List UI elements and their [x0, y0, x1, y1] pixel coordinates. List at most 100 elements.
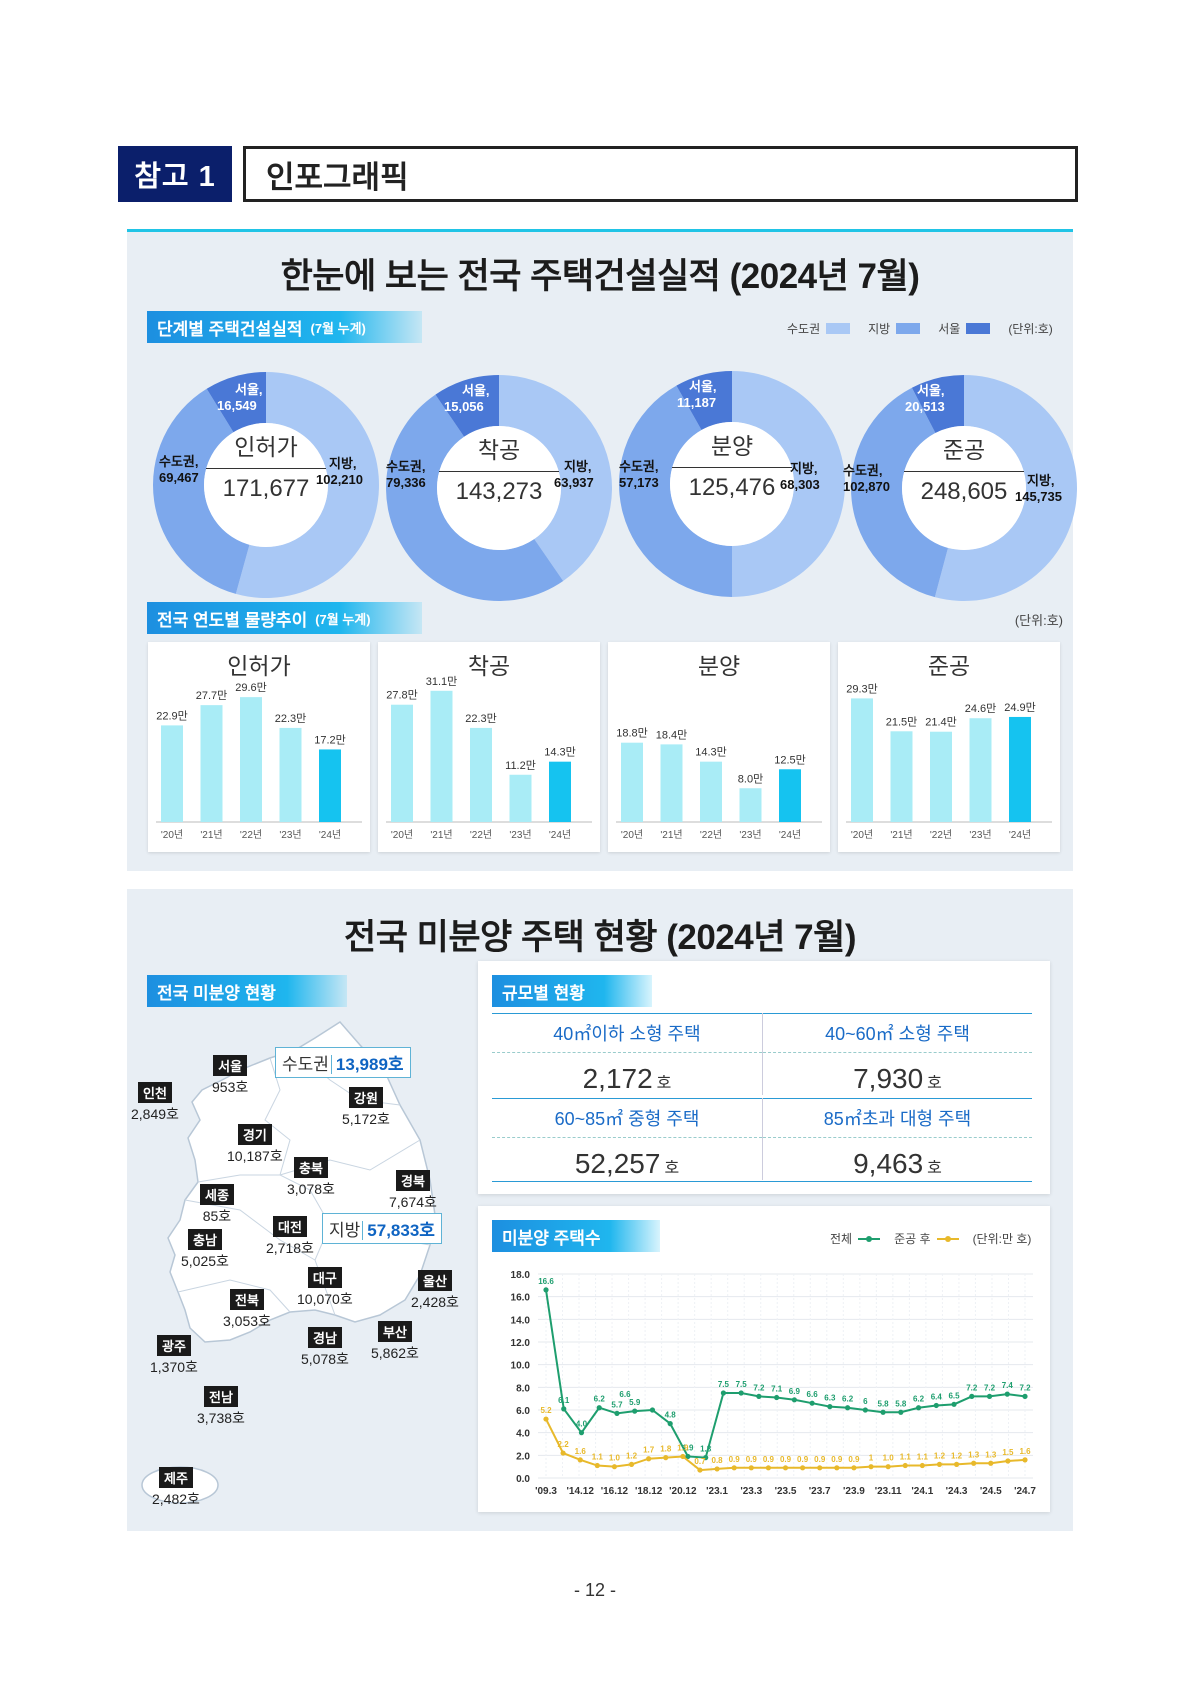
- bar-category-label: '23년: [739, 829, 761, 841]
- x-tick-label: '14.12: [567, 1486, 595, 1497]
- series-point: [667, 1421, 673, 1427]
- region-count: 10,187호: [227, 1148, 283, 1164]
- donut-name: 준공: [904, 431, 1024, 472]
- series-point: [663, 1455, 669, 1461]
- region-count: 2,428호: [411, 1294, 459, 1310]
- point-value-label: 0.9: [797, 1455, 809, 1464]
- bar-category-label: '24년: [779, 829, 801, 841]
- series-point: [885, 1464, 891, 1470]
- region-name: 경기: [237, 1124, 272, 1145]
- bar-category-label: '22년: [240, 829, 262, 841]
- point-value-label: 5.9: [629, 1398, 641, 1407]
- x-tick-label: '09.3: [535, 1486, 557, 1497]
- series-point: [988, 1460, 994, 1466]
- series-point: [844, 1405, 851, 1411]
- series-point: [632, 1408, 638, 1414]
- donut-slice-seoul: [676, 371, 732, 431]
- series-point: [868, 1464, 874, 1470]
- size-value-wrap: 9,463 호: [763, 1148, 1032, 1180]
- metro-callout-label: 수도권: [282, 1055, 329, 1074]
- point-value-label: 0.8: [712, 1456, 724, 1465]
- series-point: [731, 1465, 737, 1471]
- x-tick-label: '20.12: [669, 1486, 697, 1497]
- series-point: [738, 1390, 744, 1396]
- section2-title: 전국 미분양 주택 현황 (2024년 7월): [344, 918, 856, 957]
- donut-total: 171,677: [222, 475, 310, 502]
- y-tick-label: 0.0: [516, 1474, 530, 1485]
- series-point: [1004, 1391, 1010, 1397]
- y-tick-label: 2.0: [516, 1451, 530, 1462]
- region-count: 5,172호: [342, 1111, 390, 1127]
- region-count: 953호: [212, 1079, 249, 1095]
- region-name: 경남: [308, 1327, 342, 1348]
- point-value-label: 1.3: [985, 1450, 997, 1459]
- x-tick-label: '23.11: [875, 1486, 902, 1497]
- line-ribbon: 미분양 주택수: [492, 1220, 660, 1252]
- seoul-value: 16,549: [217, 398, 257, 413]
- bar-value-label: 29.3만: [846, 682, 878, 695]
- bar-value-label: 11.2만: [505, 759, 536, 772]
- size-cell-2: 40~60㎡ 소형 주택 7,930 호: [762, 1013, 1032, 1095]
- x-tick-label: '24.7: [1014, 1486, 1036, 1497]
- bar-value-label: 27.8만: [386, 689, 418, 702]
- series-point: [817, 1465, 823, 1471]
- series-point: [915, 1405, 922, 1411]
- point-value-label: 1: [869, 1454, 874, 1463]
- donut-slice-seoul: [206, 372, 266, 433]
- x-tick-label: '23.1: [706, 1486, 728, 1497]
- series-point: [851, 1465, 857, 1471]
- region-name: 부산: [378, 1321, 412, 1342]
- bar-category-label: '21년: [430, 829, 452, 841]
- donut-slice-metro: [152, 388, 250, 594]
- region-gyeongbuk: 경북 7,674호: [389, 1170, 437, 1212]
- bar-value-label: 29.6만: [235, 681, 267, 694]
- series-point: [800, 1465, 806, 1471]
- point-value-label: 6.6: [619, 1390, 631, 1399]
- series-point: [834, 1465, 840, 1471]
- bar-category-label: '23년: [509, 829, 531, 841]
- series-point: [649, 1407, 656, 1413]
- bar: [890, 731, 913, 822]
- local-value: 63,937: [554, 475, 594, 490]
- legend-line-unit: (단위:만 호): [972, 1232, 1032, 1246]
- region-count: 1,370호: [150, 1359, 198, 1375]
- point-value-label: 6.9: [789, 1387, 801, 1396]
- series-point: [971, 1460, 977, 1466]
- point-value-label: 7.5: [736, 1380, 748, 1389]
- bar: [161, 725, 183, 822]
- series-point: [919, 1462, 925, 1469]
- donut-slice-local: [235, 372, 379, 598]
- seoul-value: 11,187: [677, 395, 717, 410]
- donut-slice-metro: [619, 385, 733, 597]
- series-point: [560, 1450, 566, 1456]
- point-value-label: 1.2: [934, 1451, 946, 1460]
- point-value-label: 0.9: [848, 1455, 860, 1464]
- legend-local: 지방: [868, 322, 891, 336]
- stage-ribbon: 단계별 주택건설실적 (7월 누계): [147, 311, 422, 343]
- series-point: [697, 1467, 703, 1473]
- point-value-label: 1.0: [883, 1454, 895, 1463]
- bar: [969, 718, 992, 822]
- donut-total: 248,605: [920, 478, 1008, 505]
- series-line-total: [545, 1289, 1026, 1459]
- series-point: [756, 1393, 762, 1399]
- point-value-label: 5.8: [895, 1399, 907, 1408]
- point-value-label: 1.2: [951, 1451, 963, 1460]
- seoul-label: 서울,: [462, 383, 490, 398]
- donut-hole: [670, 422, 794, 546]
- donut-slice-metro: [851, 387, 949, 598]
- region-name: 광주: [157, 1335, 191, 1356]
- bar-category-label: '20년: [851, 829, 873, 841]
- size-value-wrap: 7,930 호: [763, 1063, 1032, 1095]
- point-value-label: 1.8: [700, 1445, 712, 1454]
- region-count: 10,070호: [297, 1291, 353, 1307]
- point-value-label: 0.9: [780, 1455, 792, 1464]
- x-tick-label: '23.7: [809, 1486, 831, 1497]
- region-name: 세종: [200, 1184, 234, 1205]
- region-name: 전남: [204, 1386, 238, 1407]
- donut-name: 착공: [439, 431, 559, 472]
- size-value-wrap: 2,172 호: [492, 1063, 762, 1095]
- point-value-label: 0.9: [814, 1455, 826, 1464]
- trend-ribbon: 전국 연도별 물량추이 (7월 누계): [147, 602, 422, 634]
- series-point: [898, 1409, 904, 1415]
